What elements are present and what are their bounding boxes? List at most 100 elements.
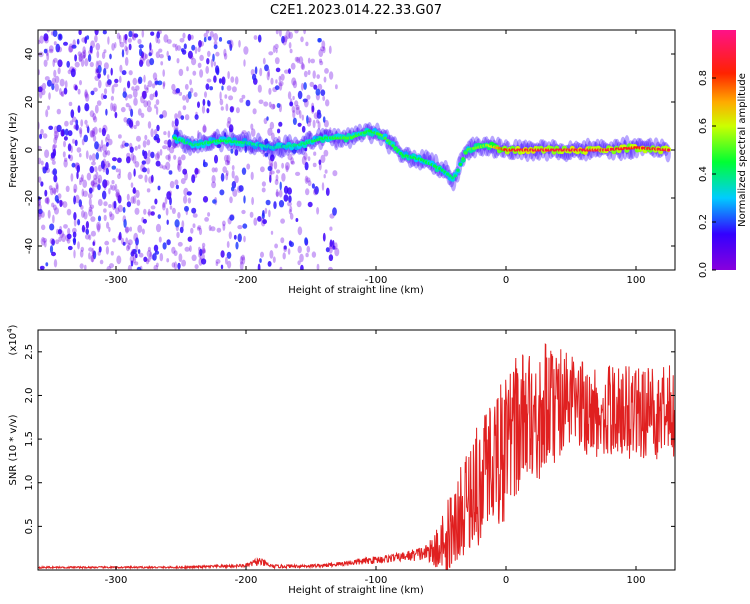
spectrogram-noise-speckle [50,152,56,159]
spectrogram-noise-speckle [44,197,50,204]
spectrogram-noise-speckle [159,149,163,156]
spectrogram-noise-speckle [166,239,171,246]
spectrogram-noise-speckle [123,218,127,228]
spectrogram-noise-speckle [116,32,121,40]
spectrogram-noise-speckle [130,182,134,188]
spectrogram-noise-speckle [55,239,60,245]
spectrogram-noise-speckle [149,42,152,51]
spectrogram-noise-speckle [45,197,49,204]
spectrogram-noise-speckle [54,195,59,202]
spectrogram-noise-speckle [312,119,316,129]
spectrogram-noise-speckle [229,214,235,221]
spectrogram-noise-speckle [38,90,43,99]
spectrogram-noise-speckle [157,38,161,44]
spectrogram-noise-speckle [307,180,312,187]
spectrogram-noise-speckle [277,128,281,134]
spectrogram-noise-speckle [105,167,110,175]
spectrogram-y-tick-label: 40 [24,48,35,61]
spectrogram-noise-speckle [111,85,115,94]
spectrogram-noise-speckle [146,139,151,146]
spectrogram-noise-speckle [40,128,44,136]
spectrogram-noise-speckle [123,34,127,44]
spectrogram-noise-speckle [250,123,254,130]
spectrogram-noise-speckle [229,106,234,113]
spectrogram-noise-speckle [214,167,218,173]
spectrogram-noise-speckle [219,189,225,196]
spectrogram-noise-speckle [262,210,265,217]
spectrogram-noise-speckle [187,236,193,242]
snr-y-scale-exponent: 4 [6,328,14,333]
spectrogram-noise-speckle [60,129,64,137]
spectrogram-noise-speckle [271,132,275,141]
spectrogram-noise-speckle [315,88,321,96]
spectrogram-noise-speckle [291,77,297,86]
spectrogram-noise-speckle [285,30,291,39]
spectrogram-noise-speckle [81,210,85,218]
spectrogram-noise-speckle [137,144,141,150]
spectrogram-noise-speckle [334,140,338,148]
spectrogram-noise-speckle [266,71,270,81]
spectrogram-noise-speckle [292,80,298,89]
spectrogram-noise-speckle [153,129,158,136]
spectrogram-noise-speckle [323,174,326,179]
spectrogram-noise-speckle [201,242,206,248]
spectrogram-noise-speckle [148,52,152,57]
spectrogram-noise-speckle [288,42,292,49]
spectrogram-noise-speckle [257,34,262,43]
spectrogram-noise-speckle [105,246,109,255]
spectrogram-noise-speckle [142,167,147,173]
spectrogram-noise-speckle [150,205,156,210]
spectrogram-noise-speckle [77,219,81,226]
spectrogram-noise-speckle [112,238,116,243]
spectrogram-noise-speckle [192,70,197,76]
spectrogram-noise-speckle [296,56,300,64]
spectrogram-noise-speckle [322,232,326,242]
snr-y-tick-label: 1.5 [24,431,35,447]
spectrogram-noise-speckle [162,201,166,208]
spectrogram-noise-speckle [160,61,164,66]
spectrogram-noise-speckle [202,125,207,133]
snr-x-tick-label: 100 [626,575,645,586]
spectrogram-noise-speckle [67,143,72,152]
spectrogram-noise-speckle [96,50,100,59]
spectrogram-noise-speckle [75,124,79,131]
spectrogram-noise-speckle [281,162,284,169]
spectrogram-noise-speckle [72,231,77,238]
spectrogram-noise-speckle [131,249,136,256]
spectrogram-noise-speckle [44,76,50,81]
spectrogram-noise-speckle [132,187,136,194]
spectrogram-noise-speckle [153,244,159,252]
spectrogram-noise-speckle [202,134,206,142]
spectrogram-noise-speckle [213,33,219,42]
spectrogram-noise-speckle [54,75,60,84]
spectrogram-noise-speckle [189,55,194,60]
snr-y-scale-note: (x104) [6,324,19,355]
spectrogram-noise-speckle [332,240,335,248]
spectrogram-noise-speckle [164,196,168,205]
spectrogram-noise-speckle [306,245,311,253]
spectrogram-noise-speckle [126,201,132,208]
spectrogram-noise-speckle [171,120,175,128]
spectrogram-noise-speckle [266,116,269,121]
spectrogram-ridge-core [666,148,671,152]
spectrogram-noise-speckle [279,181,282,191]
spectrogram-noise-speckle [49,223,55,231]
spectrogram-noise-speckle [127,239,133,246]
spectrogram-noise-speckle [67,227,71,235]
spectrogram-noise-speckle [324,68,329,74]
spectrogram-noise-speckle [276,103,281,108]
spectrogram-noise-speckle [60,91,64,97]
spectrogram-noise-speckle [207,36,212,41]
spectrogram-noise-speckle [129,255,135,263]
spectrogram-noise-speckle [97,198,103,207]
spectrogram-noise-speckle [201,105,206,114]
spectrogram-noise-speckle [220,264,224,270]
spectrogram-noise-speckle [173,261,178,270]
spectrogram-noise-speckle [147,149,151,158]
spectrogram-noise-speckle [250,128,256,137]
spectrogram-noise-speckle [157,214,161,220]
spectrogram-noise-speckle [40,236,46,246]
spectrogram-noise-speckle [198,250,201,258]
spectrogram-noise-speckle [66,208,72,216]
spectrogram-noise-speckle [63,136,68,141]
